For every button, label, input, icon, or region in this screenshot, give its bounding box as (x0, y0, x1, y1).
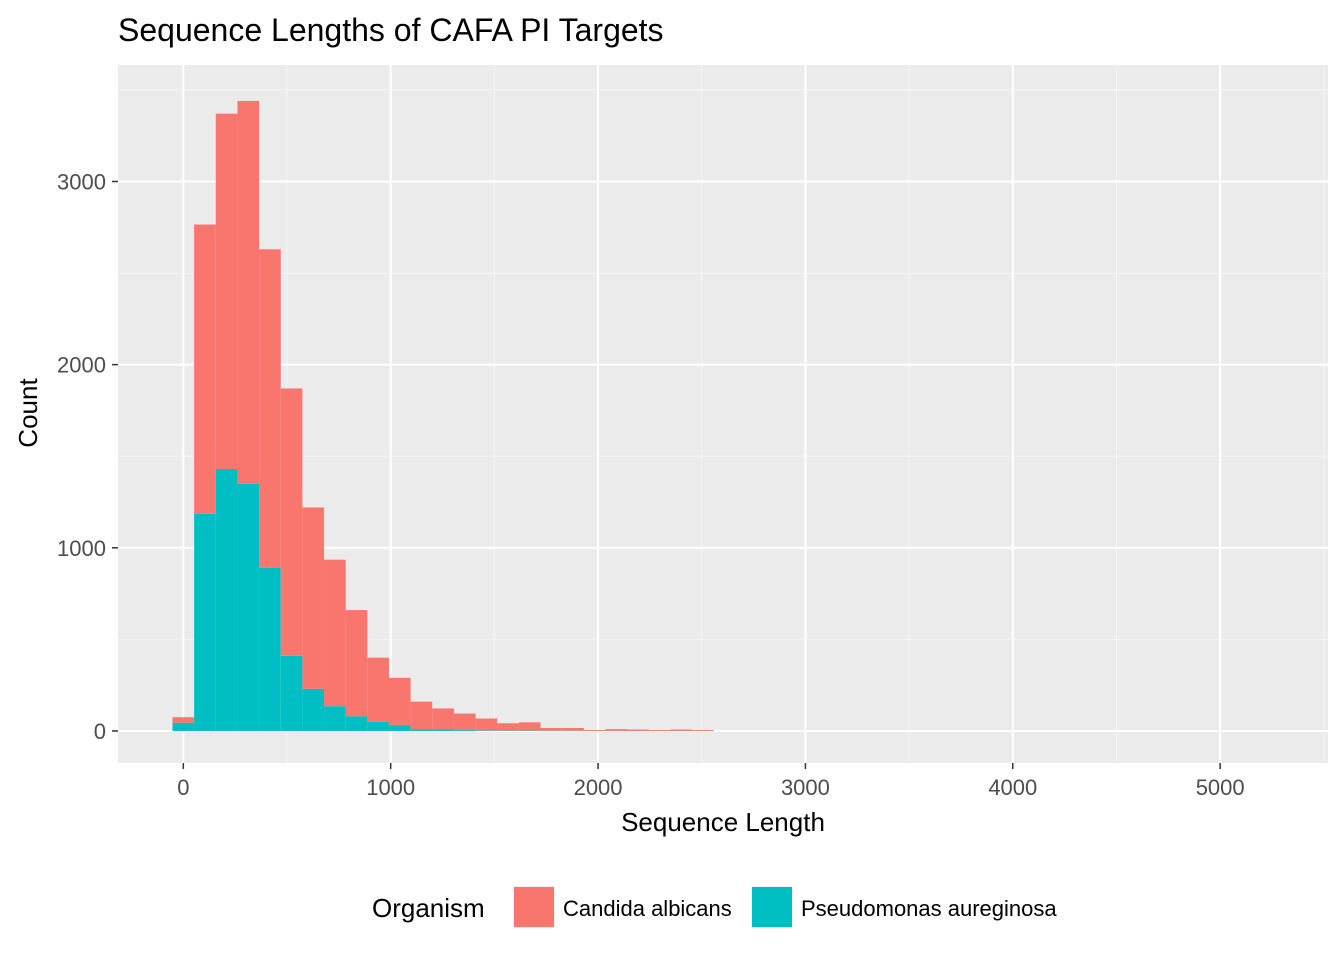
bar-pseudomonas (237, 483, 260, 731)
bar-candida (648, 730, 671, 731)
bar-candida (345, 610, 368, 717)
bar-candida (324, 559, 346, 707)
bar-pseudomonas (324, 706, 346, 731)
x-tick-label: 2000 (574, 775, 623, 800)
bar-pseudomonas (172, 722, 195, 731)
bar-candida (388, 677, 411, 726)
chart-title: Sequence Lengths of CAFA PI Targets (118, 12, 664, 48)
bar-pseudomonas (215, 469, 238, 731)
bar-candida (670, 729, 693, 731)
bar-pseudomonas (367, 721, 389, 731)
bar-pseudomonas (432, 729, 454, 731)
bar-pseudomonas (345, 716, 368, 731)
bar-candida (453, 713, 476, 731)
bar-pseudomonas (453, 730, 476, 731)
bar-pseudomonas (410, 729, 433, 731)
x-tick-label: 1000 (366, 775, 415, 800)
bar-candida (215, 113, 238, 470)
bar-candida (605, 729, 628, 731)
y-tick-label: 0 (94, 719, 106, 744)
bar-candida (583, 730, 606, 731)
bar-pseudomonas (259, 567, 281, 731)
bar-candida (432, 708, 454, 730)
bar-candida (172, 717, 195, 723)
y-tick-label: 2000 (57, 353, 106, 378)
bar-pseudomonas (194, 513, 216, 731)
y-tick-label: 1000 (57, 536, 106, 561)
bar-candida (280, 388, 303, 656)
bar-pseudomonas (302, 688, 325, 731)
y-axis-title: Count (13, 378, 43, 448)
bar-candida (562, 728, 584, 731)
legend-label: Candida albicans (563, 896, 732, 921)
axes: 0 1000 2000 3000 4000 5000 0 1000 2000 3000 (57, 169, 1245, 800)
x-tick-label: 3000 (781, 775, 830, 800)
legend-title: Organism (372, 893, 485, 923)
bar-candida (410, 701, 433, 730)
bar-candida (302, 507, 325, 689)
legend-key (514, 887, 554, 927)
bar-pseudomonas (388, 725, 411, 731)
bar-candida (518, 722, 541, 731)
y-tick-label: 3000 (57, 169, 106, 194)
bars (172, 100, 714, 731)
bar-candida (237, 100, 260, 484)
bar-candida (259, 249, 281, 568)
bar-candida (540, 728, 563, 731)
bar-candida (497, 723, 519, 731)
bar-candida (194, 224, 216, 514)
bar-candida (627, 729, 649, 731)
legend: Organism Candida albicans Pseudomonas aur… (372, 886, 1057, 928)
x-tick-label: 5000 (1196, 775, 1245, 800)
x-tick-label: 4000 (988, 775, 1037, 800)
legend-key (752, 887, 792, 927)
x-axis-title: Sequence Length (621, 807, 825, 837)
bar-candida (475, 718, 498, 731)
bar-candida (692, 730, 714, 731)
legend-label: Pseudomonas aureginosa (801, 896, 1057, 921)
bar-pseudomonas (280, 655, 303, 731)
x-tick-label: 0 (177, 775, 189, 800)
bar-pseudomonas (475, 730, 498, 731)
bar-candida (367, 657, 389, 722)
